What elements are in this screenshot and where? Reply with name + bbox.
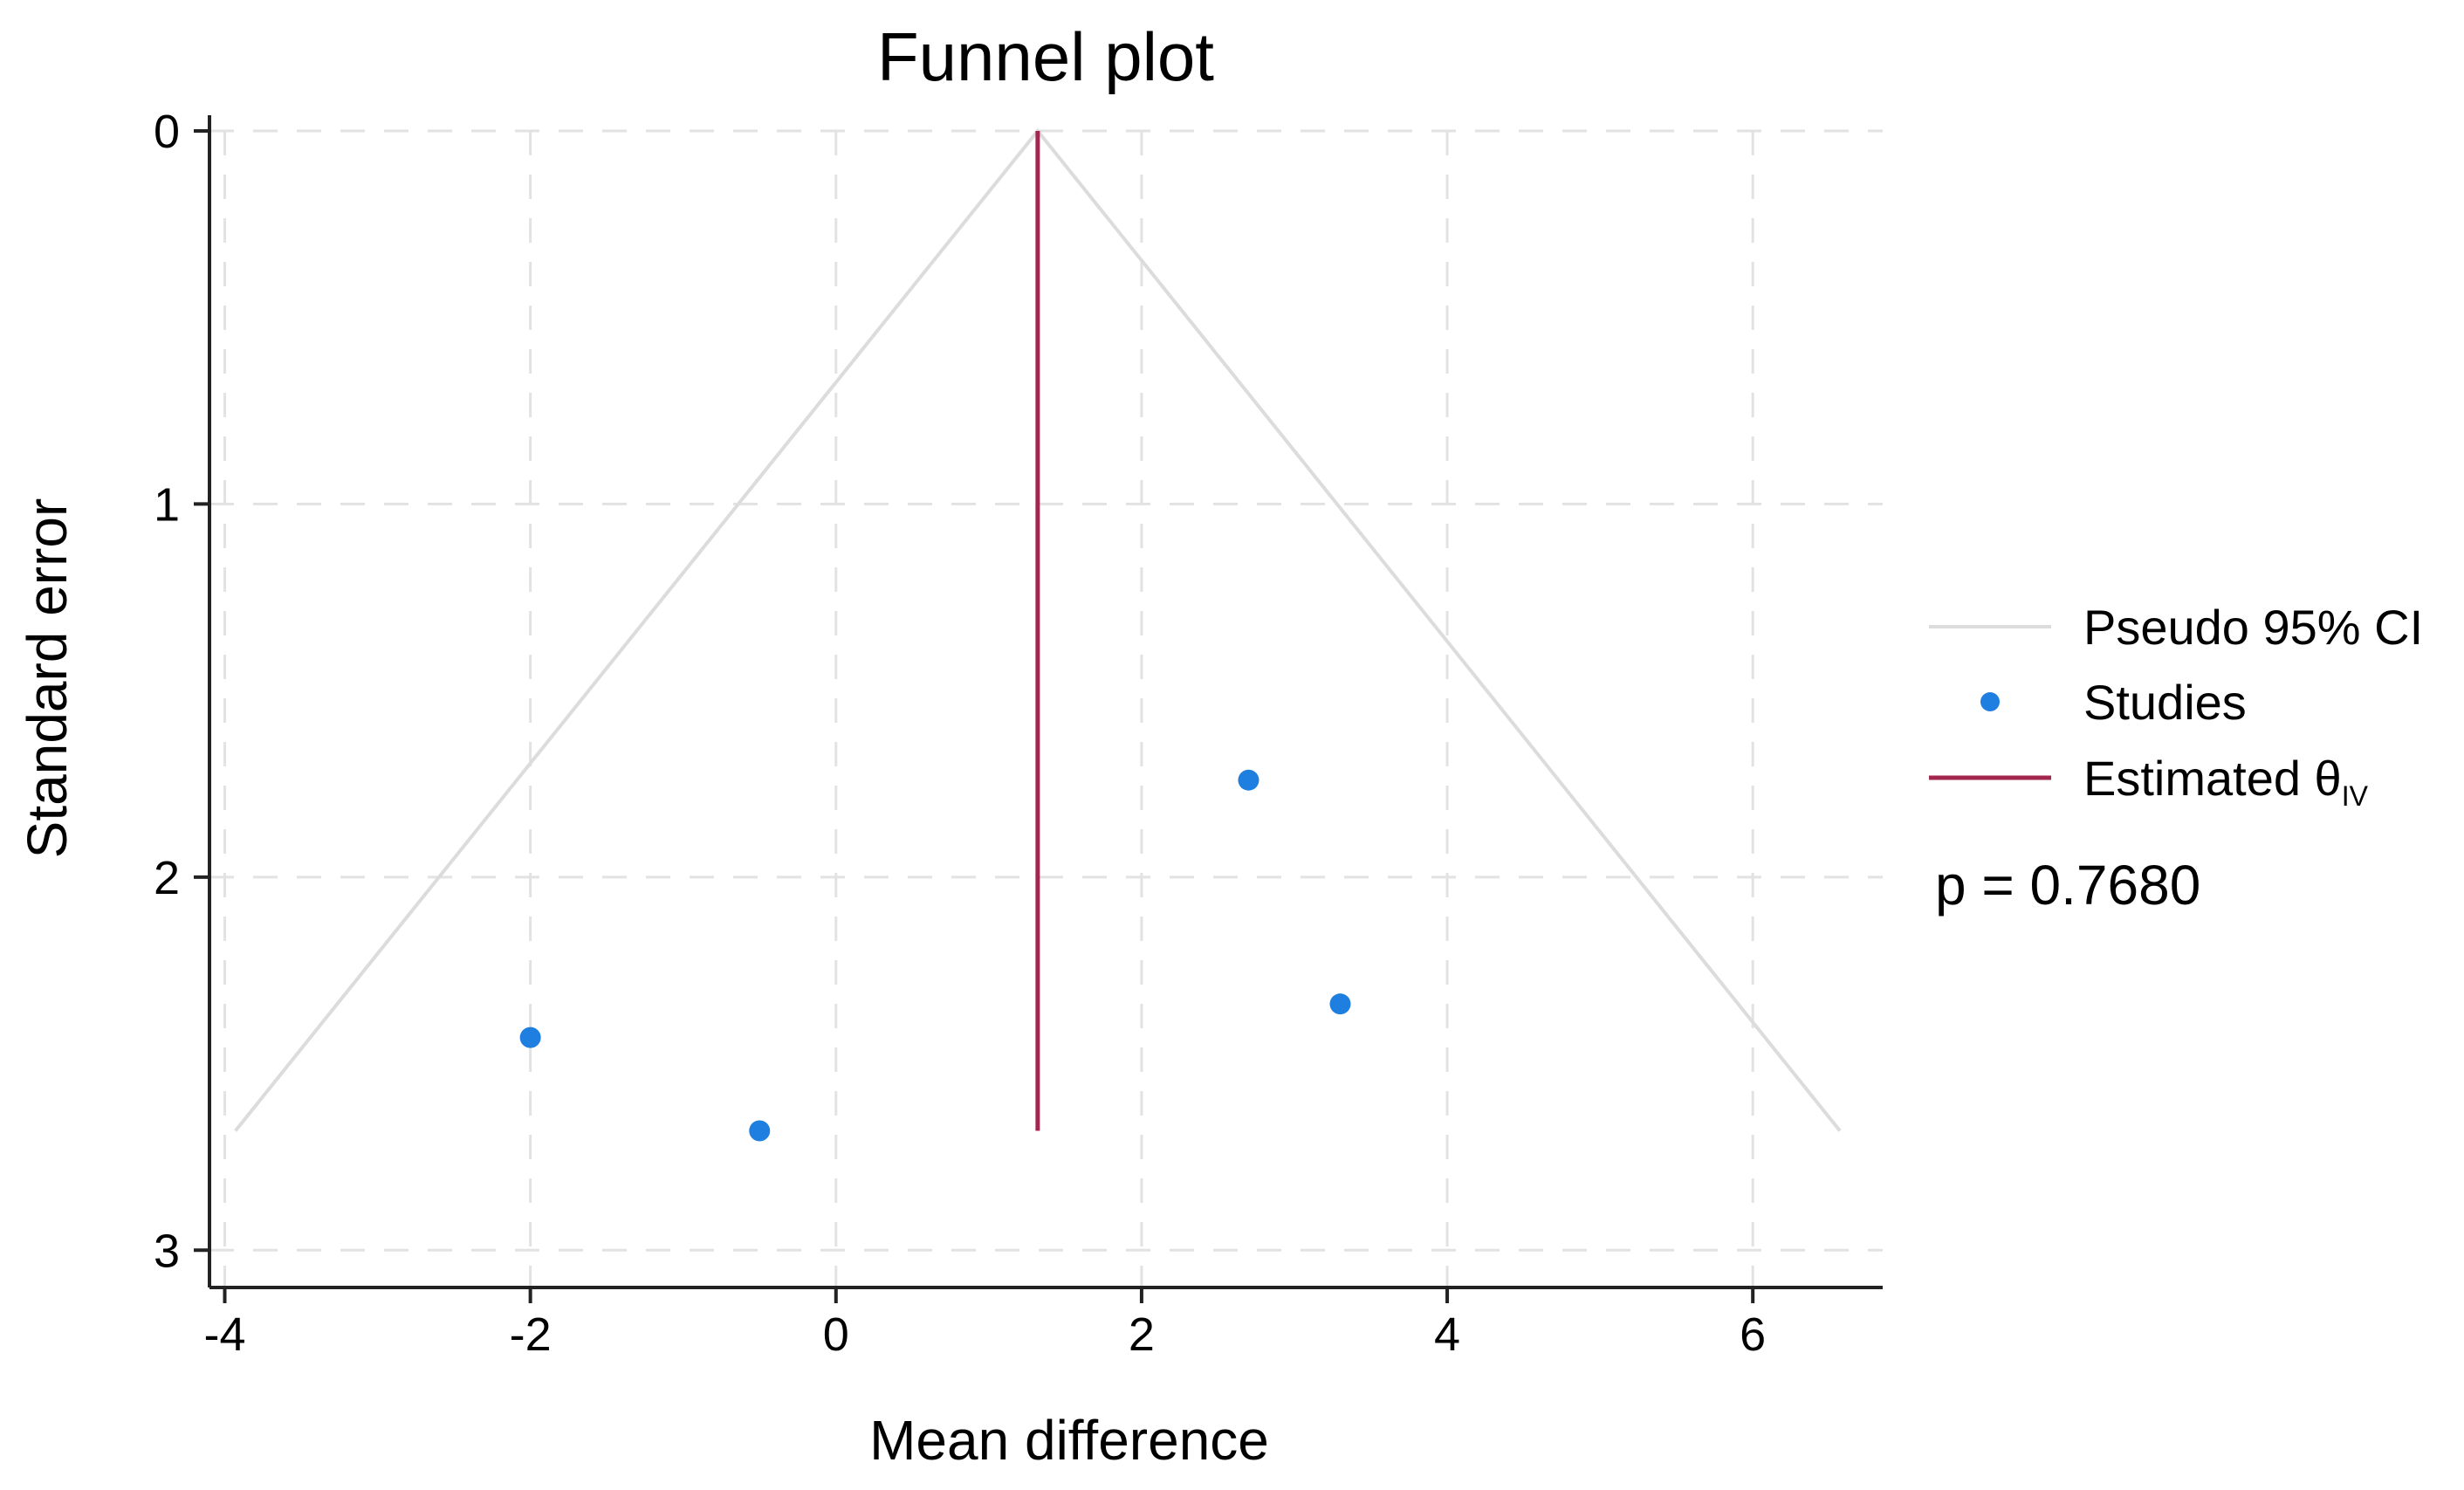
x-tick-label-3: 2: [1129, 1308, 1155, 1361]
axes-layer: -4 -2 0 2 4 6 0 1 2 3: [154, 106, 1883, 1361]
x-tick-label-0: -4: [203, 1308, 245, 1361]
chart-title: Funnel plot: [877, 18, 1214, 95]
legend-subscript: IV: [2342, 780, 2369, 812]
y-tick-label-0: 0: [154, 106, 180, 158]
study-point-3: [1238, 769, 1259, 791]
y-tick-label-2: 2: [154, 852, 180, 904]
x-tick-label-1: -2: [510, 1308, 552, 1361]
y-axis-title: Standard error: [16, 498, 79, 859]
x-tick-label-2: 0: [823, 1308, 849, 1361]
study-point-2: [749, 1120, 771, 1142]
x-tick-label-5: 6: [1740, 1308, 1766, 1361]
grid-layer: [209, 129, 1883, 1287]
y-tick-label-1: 1: [154, 478, 180, 531]
legend-label-2: Studies: [2083, 675, 2247, 730]
legend-studies-dot-symbol: [1980, 692, 2000, 711]
x-axis-title: Mean difference: [869, 1409, 1269, 1472]
study-point-4: [1329, 993, 1351, 1015]
p-value-annotation: p = 0.7680: [1935, 854, 2200, 917]
legend: Pseudo 95% CI Studies Estimated θIV: [1929, 600, 2423, 812]
points-layer: [519, 769, 1351, 1142]
study-point-1: [519, 1027, 541, 1048]
x-tick-label-4: 4: [1434, 1308, 1460, 1361]
legend-label-3: Estimated θIV: [2083, 751, 2369, 812]
y-tick-label-3: 3: [154, 1225, 180, 1277]
legend-label-1: Pseudo 95% CI: [2083, 600, 2423, 655]
